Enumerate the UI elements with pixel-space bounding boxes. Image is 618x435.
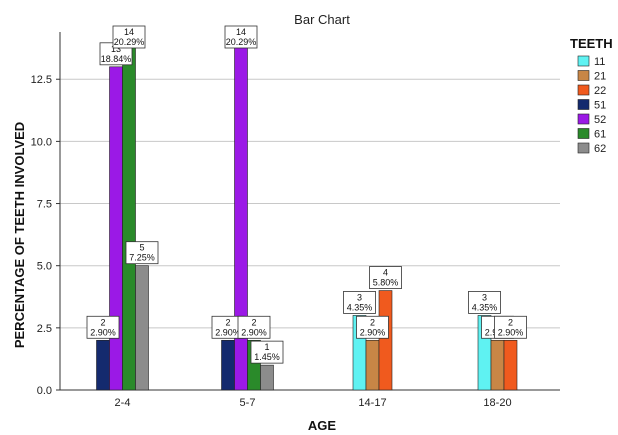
plot-area: 0.02.55.07.510.012.52-4 5-7 14-17 18-2022.9… — [31, 25, 560, 409]
data-label-percent: 18.84% — [101, 54, 132, 64]
legend-title: TEETH — [570, 36, 613, 51]
data-label-count: 2 — [251, 317, 256, 327]
x-axis-title: AGE — [308, 418, 337, 433]
data-label-box — [468, 291, 501, 314]
data-label-box — [356, 315, 389, 339]
data-label-count: 5 — [139, 243, 144, 253]
data-label-box — [494, 315, 527, 339]
data-label-count: 1 — [264, 342, 269, 352]
data-label-percent: 4.35% — [347, 302, 373, 312]
data-label-count: 2 — [508, 317, 513, 327]
bar-5-7-51 — [221, 339, 235, 391]
bar-14-17-22 — [378, 290, 393, 391]
data-label-percent: 2.90% — [498, 327, 524, 337]
data-label-percent: 20.29% — [114, 37, 145, 47]
data-label-count: 13 — [111, 44, 121, 54]
x-tick-label: 14-17 — [358, 397, 386, 409]
data-label-box — [86, 315, 120, 339]
legend-swatch-11 — [577, 55, 590, 67]
bar-2-4-51 — [96, 339, 110, 391]
data-label-count: 2 — [370, 317, 375, 327]
data-label-count: 14 — [236, 27, 246, 37]
y-tick-label: 2.5 — [37, 323, 52, 335]
x-tick-label: 18-20 — [483, 397, 511, 409]
y-tick-label: 10.0 — [31, 136, 52, 148]
data-label-percent: 5.80% — [373, 278, 399, 288]
bar-5-7-62 — [260, 364, 274, 391]
legend-swatch-61 — [577, 128, 590, 139]
chart-title: Bar Chart — [294, 12, 350, 27]
data-label-percent: 7.25% — [129, 253, 155, 263]
data-label-count: 3 — [482, 292, 487, 302]
legend: TEETH 11 21 22 51 52 61 62 — [570, 36, 613, 155]
y-tick-label: 12.5 — [31, 74, 52, 86]
data-label-count: 4 — [383, 268, 388, 278]
x-tick-label: 5-7 — [240, 397, 256, 409]
x-tick-label: 2-4 — [115, 397, 131, 409]
bar-2-4-52 — [109, 66, 123, 391]
data-label-box — [112, 25, 146, 49]
bar-2-4-62 — [135, 265, 149, 391]
y-tick-label: 0.0 — [37, 385, 52, 397]
legend-swatch-22 — [577, 84, 590, 96]
y-tick-label: 5.0 — [37, 261, 52, 273]
legend-label-62: 62 — [594, 143, 606, 155]
legend-label-52: 52 — [594, 114, 606, 126]
legend-label-51: 51 — [594, 100, 606, 112]
legend-label-61: 61 — [594, 129, 606, 141]
legend-swatch-51 — [577, 99, 590, 110]
data-label-box — [250, 340, 284, 364]
legend-label-21: 21 — [594, 71, 606, 83]
data-label-percent: 4.35% — [472, 302, 498, 312]
data-label-count: 14 — [124, 27, 134, 37]
legend-swatch-52 — [577, 113, 590, 125]
y-axis-title: PERCENTAGE OF TEETH INVOLVED — [12, 122, 27, 348]
bar-18-20-21 — [490, 339, 505, 391]
bar-18-20-22 — [503, 339, 518, 391]
bar-2-4-61 — [122, 41, 136, 391]
data-label-box — [237, 315, 271, 339]
legend-swatch-62 — [577, 142, 590, 154]
data-label-box — [125, 241, 159, 265]
data-label-percent: 2.90% — [90, 327, 116, 337]
data-label-percent: 2.90% — [241, 327, 267, 337]
data-label-box — [369, 266, 402, 289]
data-label-percent: 2.90% — [215, 327, 241, 337]
data-label-count: 3 — [357, 292, 362, 302]
data-label-box — [343, 291, 376, 314]
legend-swatch-21 — [577, 70, 590, 81]
legend-label-11: 11 — [594, 56, 605, 68]
data-label-percent: 20.29% — [226, 37, 257, 47]
data-label-count: 2 — [100, 317, 105, 327]
data-label-percent: 1.45% — [254, 352, 280, 362]
data-label-box — [224, 25, 258, 49]
y-tick-label: 7.5 — [37, 199, 52, 211]
data-label-count: 2 — [225, 317, 230, 327]
bar-14-17-21 — [365, 339, 380, 391]
legend-label-22: 22 — [594, 85, 606, 97]
data-label-percent: 2.90% — [360, 327, 386, 337]
